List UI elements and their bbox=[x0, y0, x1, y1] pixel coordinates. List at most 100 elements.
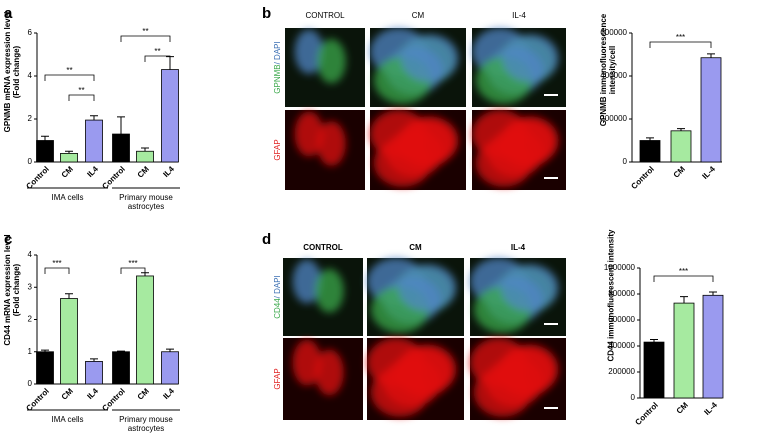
y-tick-label: 1 bbox=[28, 347, 33, 356]
x-tick-label: IL-4 bbox=[702, 400, 719, 417]
error-bar bbox=[117, 350, 125, 352]
micrograph-signal bbox=[292, 259, 344, 313]
x-tick-label: IL4 bbox=[161, 386, 176, 401]
significance-label: *** bbox=[676, 33, 685, 42]
bar bbox=[670, 130, 692, 163]
y-tick-label: 2 bbox=[28, 114, 33, 123]
significance-bracket bbox=[120, 267, 146, 274]
bar bbox=[643, 341, 665, 399]
significance-label: *** bbox=[52, 259, 61, 268]
significance-label: ** bbox=[154, 47, 160, 56]
y-tick-label: 4 bbox=[28, 250, 33, 259]
y-tick-label: 800000 bbox=[608, 289, 635, 298]
bar bbox=[60, 152, 78, 163]
y-axis-title: GPNMB immunofluorescence intensity/cell bbox=[599, 13, 617, 127]
signal bbox=[292, 339, 322, 386]
y-tick-label: 0 bbox=[631, 393, 636, 402]
label-part: GFAP bbox=[273, 368, 282, 389]
label-part: GPNMB bbox=[273, 64, 282, 93]
micrograph-signal bbox=[367, 258, 457, 333]
signal bbox=[317, 39, 346, 84]
bar bbox=[639, 140, 661, 163]
image-row-label: GFAP bbox=[273, 368, 282, 389]
micrograph-signal bbox=[292, 339, 344, 396]
x-tick-label: Control bbox=[100, 387, 126, 413]
bar bbox=[673, 302, 695, 399]
label-part: / DAPI bbox=[273, 41, 282, 64]
y-axis-title: CD44 mRNA expression level (Fold change) bbox=[3, 234, 21, 346]
panel-letter: d bbox=[262, 231, 271, 248]
x-tick-label: CM bbox=[136, 386, 151, 401]
significance-label: ** bbox=[142, 27, 148, 36]
x-tick-label: Control bbox=[629, 165, 655, 191]
y-tick-label: 6 bbox=[28, 28, 33, 37]
signal bbox=[400, 116, 459, 165]
x-tick-label: Control bbox=[633, 401, 659, 427]
significance-bracket bbox=[44, 74, 95, 81]
error-bar bbox=[709, 291, 717, 296]
label-part: / DAPI bbox=[273, 275, 282, 298]
y-tick-label: 600000 bbox=[608, 315, 635, 324]
bar bbox=[136, 150, 154, 163]
bar bbox=[112, 351, 130, 385]
error-bar bbox=[141, 147, 149, 152]
image-row-label: GPNMB/ DAPI bbox=[273, 41, 282, 93]
significance-bracket bbox=[144, 55, 171, 62]
error-bar bbox=[646, 137, 654, 141]
significance-label: ** bbox=[66, 66, 72, 75]
error-bar bbox=[41, 349, 49, 352]
x-tick-label: Control bbox=[24, 165, 50, 191]
y-tick-label: 0 bbox=[28, 157, 33, 166]
label-part: GFAP bbox=[273, 139, 282, 160]
panel-letter: c bbox=[4, 231, 12, 248]
image-column-label: CONTROL bbox=[305, 11, 345, 20]
y-tick-label: 400000 bbox=[608, 341, 635, 350]
image-row-label: GFAP bbox=[273, 139, 282, 160]
y-tick-label: 0 bbox=[623, 157, 628, 166]
error-bar bbox=[677, 128, 685, 131]
micrograph-signal bbox=[470, 258, 559, 333]
error-bar bbox=[65, 150, 73, 154]
x-tick-label: Control bbox=[24, 387, 50, 413]
error-bar bbox=[166, 348, 174, 352]
significance-bracket bbox=[68, 94, 95, 101]
group-label: Primary mouse astrocytes bbox=[119, 193, 173, 211]
signal bbox=[294, 111, 324, 157]
group-label: Primary mouse astrocytes bbox=[119, 415, 173, 433]
bar bbox=[702, 294, 724, 399]
y-tick-label: 200000 bbox=[608, 367, 635, 376]
error-bar bbox=[117, 116, 125, 135]
micrograph-signal bbox=[294, 29, 346, 84]
error-bar bbox=[707, 53, 715, 58]
bar bbox=[161, 69, 179, 163]
bar bbox=[161, 351, 179, 385]
micrograph-signal bbox=[367, 338, 457, 417]
y-tick-label: 3 bbox=[28, 282, 33, 291]
significance-bracket bbox=[120, 35, 171, 42]
signal bbox=[294, 29, 324, 74]
micrograph-signal bbox=[470, 338, 559, 417]
image-column-label: IL-4 bbox=[511, 243, 526, 252]
signal bbox=[317, 121, 346, 166]
x-tick-label: IL4 bbox=[161, 164, 176, 179]
error-bar bbox=[650, 339, 658, 343]
x-tick-label: CM bbox=[675, 400, 690, 415]
signal bbox=[502, 34, 559, 82]
micrograph-signal bbox=[370, 110, 459, 187]
error-bar bbox=[65, 293, 73, 299]
micrograph-signal bbox=[472, 110, 559, 187]
image-row-label: CD44/ DAPI bbox=[273, 275, 282, 319]
panel-letter: a bbox=[4, 5, 13, 22]
bar bbox=[112, 133, 130, 163]
y-tick-label: 1000000 bbox=[604, 263, 636, 272]
signal bbox=[398, 344, 457, 394]
significance-label: ** bbox=[78, 86, 84, 95]
x-tick-label: CM bbox=[672, 164, 687, 179]
x-tick-label: CM bbox=[136, 164, 151, 179]
image-column-label: CM bbox=[409, 243, 422, 252]
y-tick-label: 200000 bbox=[600, 114, 627, 123]
group-label: IMA cells bbox=[51, 193, 84, 202]
signal bbox=[400, 34, 459, 82]
